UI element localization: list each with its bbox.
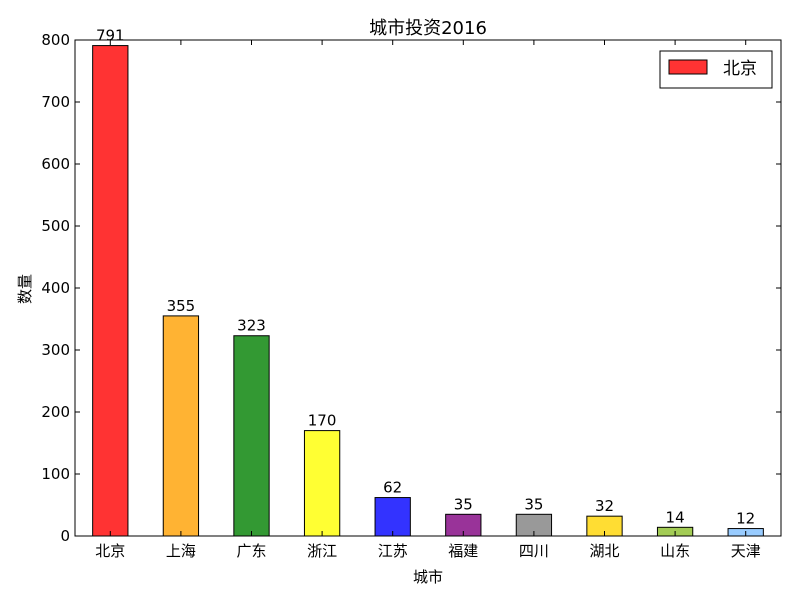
- data-label-9: 12: [736, 510, 755, 528]
- x-axis-label: 城市: [413, 568, 443, 586]
- data-label-7: 32: [595, 497, 614, 515]
- bar-0: [92, 45, 129, 537]
- chart-title: 城市投资2016: [369, 18, 487, 39]
- plot-area: 791北京355上海323广东170浙江62江苏35福建35四川32湖北14山东…: [41, 27, 782, 560]
- legend-label-beijing: 北京: [723, 59, 757, 79]
- x-tick-label-4: 江苏: [378, 542, 408, 560]
- y-tick-label-2: 200: [41, 403, 70, 421]
- legend: 北京: [659, 50, 773, 89]
- data-label-6: 35: [524, 495, 543, 513]
- data-label-4: 62: [383, 479, 402, 497]
- data-label-1: 355: [167, 297, 196, 315]
- data-label-2: 323: [237, 317, 266, 335]
- y-tick-label-5: 500: [41, 217, 70, 235]
- y-tick-label-4: 400: [41, 279, 70, 297]
- data-label-8: 14: [666, 508, 685, 526]
- x-tick-label-8: 山东: [660, 542, 690, 560]
- x-tick-label-2: 广东: [236, 542, 266, 560]
- bar-2: [233, 335, 270, 537]
- data-label-3: 170: [308, 412, 337, 430]
- bar-3: [303, 430, 341, 537]
- bar-4: [374, 497, 411, 537]
- x-tick-label-1: 上海: [166, 542, 196, 560]
- y-tick-label-8: 800: [41, 31, 70, 49]
- x-tick-label-6: 四川: [519, 542, 549, 560]
- y-tick-label-0: 0: [60, 527, 70, 545]
- x-tick-label-0: 北京: [95, 542, 125, 560]
- y-axis-label: 数量: [16, 274, 34, 304]
- plot-frame: [74, 39, 782, 537]
- x-tick-label-5: 福建: [448, 542, 478, 560]
- legend-swatch-beijing: [668, 59, 708, 75]
- y-tick-label-3: 300: [41, 341, 70, 359]
- y-tick-label-6: 600: [41, 155, 70, 173]
- y-tick-label-1: 100: [41, 465, 70, 483]
- y-tick-label-7: 700: [41, 93, 70, 111]
- data-label-5: 35: [454, 495, 473, 513]
- bar-1: [162, 315, 200, 537]
- x-tick-label-7: 湖北: [589, 542, 619, 560]
- x-tick-label-9: 天津: [731, 542, 761, 560]
- x-tick-label-3: 浙江: [307, 542, 337, 560]
